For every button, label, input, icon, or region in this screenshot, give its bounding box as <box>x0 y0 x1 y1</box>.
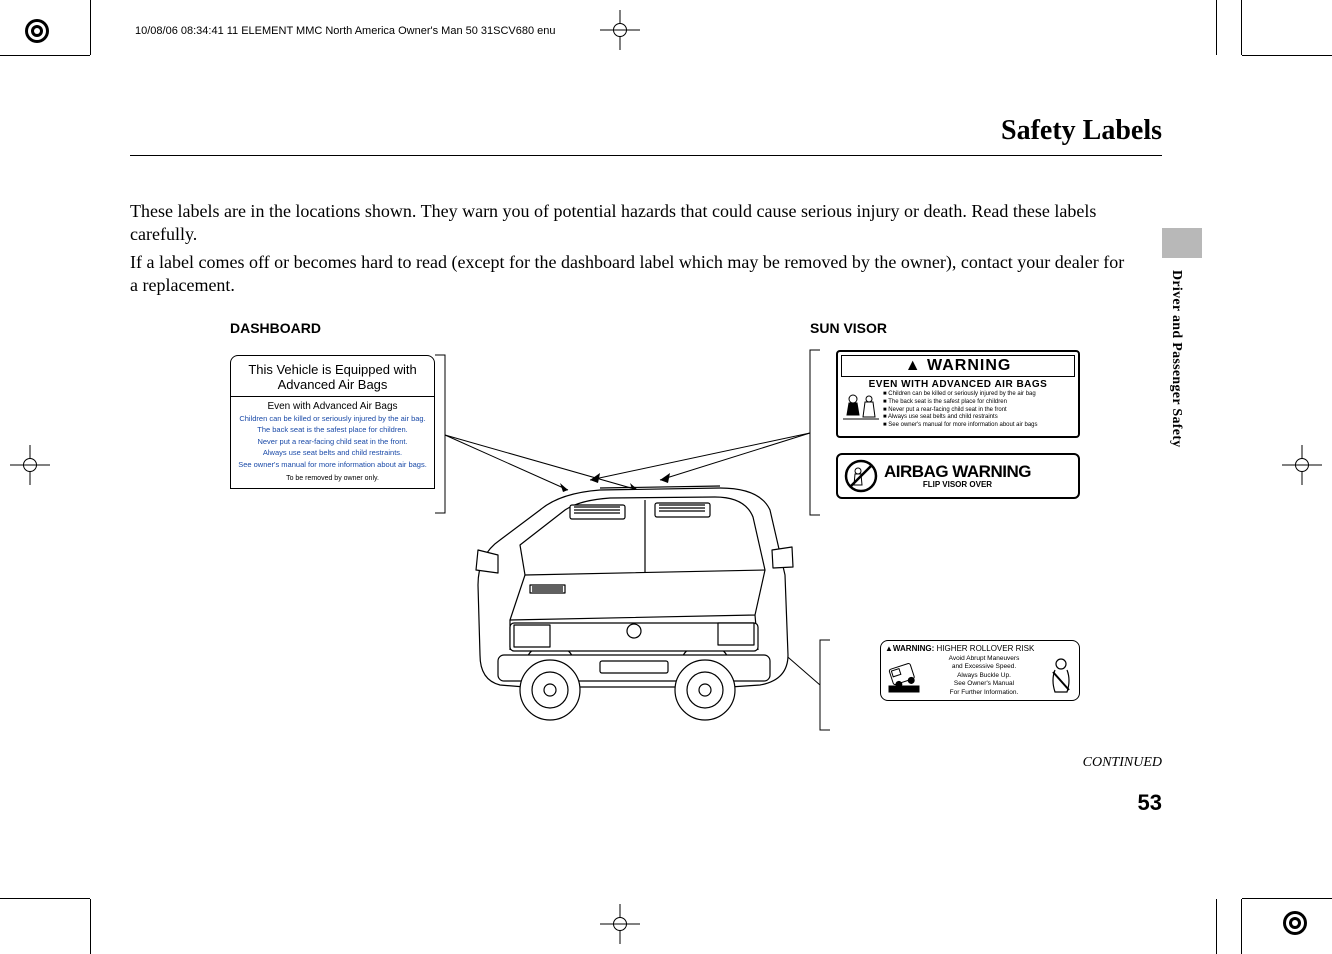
gutter-line <box>1216 899 1217 954</box>
crosshair-bottom <box>600 904 640 944</box>
continued-text: CONTINUED <box>1083 755 1162 771</box>
registration-mark-br <box>1280 908 1310 938</box>
title-rule <box>130 155 1162 156</box>
airbag-warning-label: AIRBAG WARNING FLIP VISOR OVER <box>836 453 1080 499</box>
page-number: 53 <box>1138 790 1162 816</box>
rollover-warning-label: ▲WARNING: HIGHER ROLLOVER RISK Avoid Abr… <box>880 640 1080 701</box>
seatbelt-icon <box>1047 656 1075 696</box>
crop-line <box>0 55 90 56</box>
gutter-line <box>1216 0 1217 55</box>
warning-triangle-icon: ▲ <box>905 357 922 374</box>
section-tab-label: Driver and Passenger Safety <box>1168 270 1184 448</box>
no-symbol-icon <box>844 459 878 493</box>
tipping-vehicle-icon <box>885 656 921 696</box>
crop-line <box>0 898 90 899</box>
body-paragraph-2: If a label comes off or becomes hard to … <box>130 251 1130 296</box>
rollover-warning-lines: Avoid Abrupt Maneuvers and Excessive Spe… <box>925 655 1043 697</box>
airbag-warning-sub: FLIP VISOR OVER <box>884 480 1031 489</box>
body-paragraph-1: These labels are in the locations shown.… <box>130 200 1130 245</box>
section-tab-marker <box>1162 228 1202 258</box>
warning-subheading: EVEN WITH ADVANCED AIR BAGS <box>841 377 1075 391</box>
sun-visor-warning-label: ▲ WARNING EVEN WITH ADVANCED AIR BAGS Ch… <box>836 350 1080 438</box>
crop-line <box>90 899 91 954</box>
rollover-warning-heading: ▲WARNING: HIGHER ROLLOVER RISK <box>885 644 1075 655</box>
airbag-warning-text: AIRBAG WARNING <box>884 463 1031 480</box>
warning-bullets: Children can be killed or seriously inju… <box>883 391 1073 430</box>
vehicle-illustration <box>450 455 810 735</box>
crop-line <box>90 0 91 55</box>
safety-labels-diagram: DASHBOARD This Vehicle is Equipped with … <box>230 315 1070 755</box>
body-text: These labels are in the locations shown.… <box>130 200 1130 302</box>
crosshair-right <box>1282 445 1322 485</box>
page-title: Safety Labels <box>1001 115 1162 147</box>
registration-mark-tl <box>22 16 52 46</box>
warning-triangle-icon: ▲ <box>885 644 893 653</box>
child-seat-icon <box>843 391 879 421</box>
warning-banner: ▲ WARNING <box>841 355 1075 377</box>
print-header: 10/08/06 08:34:41 11 ELEMENT MMC North A… <box>135 25 556 37</box>
crop-line <box>1242 55 1332 56</box>
crosshair-left <box>10 445 50 485</box>
crop-line <box>1241 0 1242 55</box>
crop-line <box>1242 898 1332 899</box>
crop-line <box>1241 899 1242 954</box>
sun-visor-heading: SUN VISOR <box>810 320 887 336</box>
crosshair-top <box>600 10 640 50</box>
